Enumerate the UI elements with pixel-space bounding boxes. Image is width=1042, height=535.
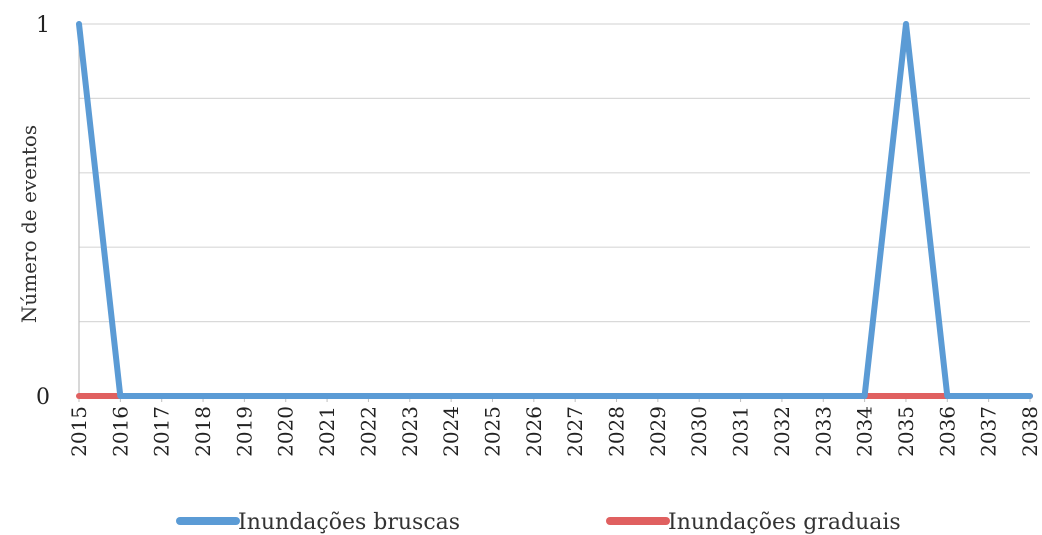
x-tick-label: 2028 — [605, 406, 629, 457]
y-tick-label: 1 — [36, 13, 50, 38]
series-lines — [76, 21, 1033, 399]
x-tick-label: 2019 — [232, 406, 256, 457]
x-tick-label: 2022 — [356, 406, 380, 457]
x-tick-label: 2033 — [811, 406, 835, 457]
y-tick-labels: 01 — [36, 13, 50, 410]
x-tick-label: 2015 — [67, 406, 91, 457]
legend-label: Inundações graduais — [668, 510, 901, 535]
x-tick-label: 2030 — [687, 406, 711, 457]
series-line — [76, 21, 1033, 399]
x-tick-label: 2023 — [398, 406, 422, 457]
x-tick-label: 2025 — [480, 406, 504, 457]
x-tick-label: 2024 — [439, 406, 463, 457]
y-axis-title: Número de eventos — [17, 125, 41, 323]
x-tick-label: 2029 — [646, 406, 670, 457]
x-tick-label: 2038 — [1018, 406, 1042, 457]
x-tick-label: 2036 — [935, 406, 959, 457]
x-tick-label: 2026 — [522, 406, 546, 457]
x-tick-label: 2037 — [977, 406, 1001, 457]
x-tick-label: 2020 — [274, 406, 298, 457]
x-tick-label: 2021 — [315, 406, 339, 457]
x-tick-label: 2027 — [563, 406, 587, 457]
x-tick-label: 2034 — [853, 406, 877, 457]
x-tick-label: 2016 — [108, 406, 132, 457]
y-tick-label: 0 — [36, 385, 50, 410]
x-tick-label: 2035 — [894, 406, 918, 457]
x-tick-label: 2032 — [770, 406, 794, 457]
x-tick-label: 2031 — [729, 406, 753, 457]
legend-label: Inundações bruscas — [238, 510, 460, 535]
x-tick-label: 2017 — [150, 406, 174, 457]
legend: Inundações bruscas Inundações graduais — [176, 510, 901, 535]
x-tick-labels: 2015 2016 2017 2018 2019 2020 2021 2022 2023 2024… — [67, 406, 1042, 457]
x-tick-label: 2018 — [191, 406, 215, 457]
